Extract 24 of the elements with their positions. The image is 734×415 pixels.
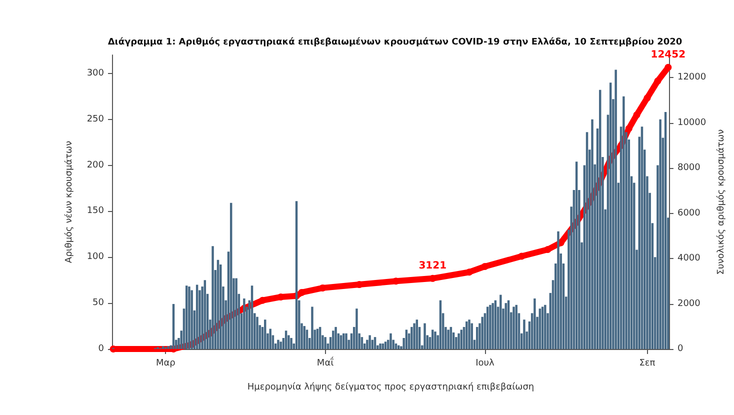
y2-tick-label: 0 (677, 344, 684, 354)
y2-axis-title: Συνολικός αριθμός κρουσμάτων (716, 129, 726, 275)
y-tick-label: 0 (98, 344, 104, 354)
y2-tick-label: 10000 (677, 118, 706, 128)
x-tick-label: Μαΐ (316, 356, 334, 368)
y2-tick-label: 8000 (677, 163, 701, 174)
x-tick-label: Σεπ (639, 358, 656, 368)
x-tick-label: Μαρ (156, 358, 176, 368)
y-tick-label: 300 (86, 68, 104, 78)
data-label: 3121 (418, 260, 447, 272)
data-label: 12452 (650, 49, 686, 60)
chart-title: Διάγραμμα 1: Αριθμός εργαστηριακά επιβεβαιωμένων κρουσμάτων COVID-19 στην Ελλάδα, 10 Σεπτεμβρίου 2020 (108, 36, 682, 48)
y-tick-label: 50 (92, 298, 104, 308)
x-axis-title: Ημερομηνία λήψης δείγματος προς εργαστηριακή επιβεβαίωση (247, 382, 534, 392)
y2-tick-label: 12000 (677, 72, 706, 83)
y-axis-title: Αριθμός νέων κρουσμάτων (64, 140, 74, 264)
x-tick-label: Ιουλ (476, 358, 495, 368)
y-tick-label: 200 (86, 160, 104, 170)
y2-tick-label: 6000 (677, 208, 701, 218)
y-tick-label: 100 (86, 252, 104, 262)
y-tick-label: 250 (86, 114, 104, 124)
y-tick-label: 150 (86, 206, 104, 216)
y2-tick-label: 2000 (677, 298, 701, 309)
y2-tick-label: 4000 (677, 254, 701, 264)
